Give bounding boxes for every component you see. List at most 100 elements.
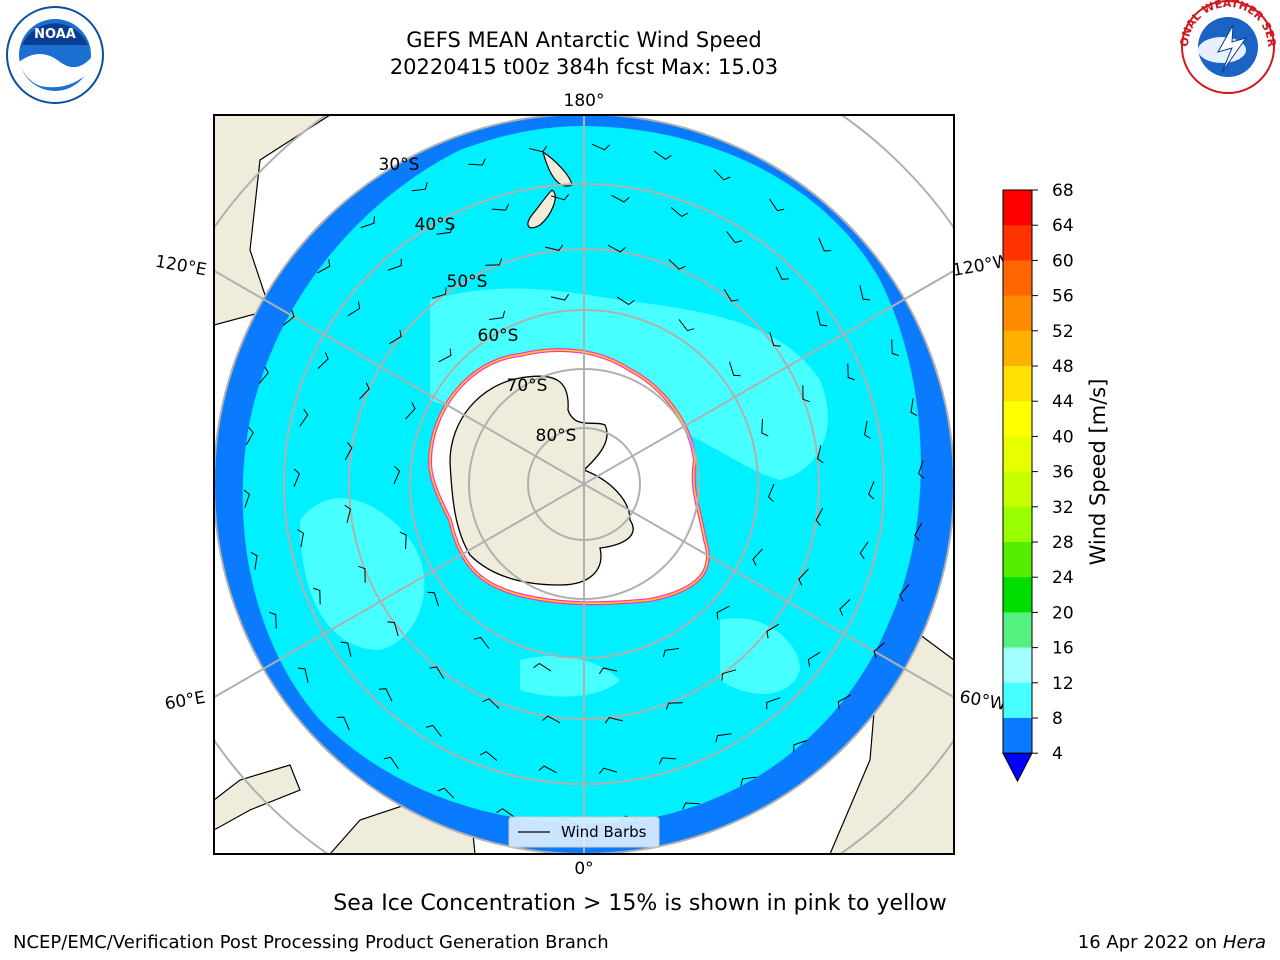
wind-barb xyxy=(598,767,618,775)
noaa-logo-text: NOAA xyxy=(34,27,76,42)
chart-subtitle: 20220415 t00z 384h fcst Max: 15.03 xyxy=(389,55,779,79)
wind-barb xyxy=(604,717,623,724)
lat-label-40s: 40°S xyxy=(415,215,456,235)
wind-barb xyxy=(468,158,486,166)
legend-label: Wind Barbs xyxy=(561,823,647,841)
wind-barb xyxy=(668,259,686,270)
colorbar-tick-label: 56 xyxy=(1052,287,1074,307)
wind-barb xyxy=(726,231,743,244)
wind-barb xyxy=(436,225,453,235)
colorbar-segment xyxy=(1003,190,1032,226)
wind-barb xyxy=(670,207,689,218)
wind-barb xyxy=(752,548,763,566)
colorbar-tick-label: 12 xyxy=(1052,674,1074,694)
colorbar-tick-label: 8 xyxy=(1052,709,1063,729)
wind-barb xyxy=(438,348,452,363)
colorbar-segment xyxy=(1003,260,1032,297)
colorbar: 68 64 60 56 52 48 44 40 36 32 28 24 20 16 12 8 4 xyxy=(1002,181,1074,783)
colorbar-tick-label: 16 xyxy=(1052,639,1074,659)
wind-barb xyxy=(491,203,510,211)
wind-barb xyxy=(358,565,366,583)
wind-barb xyxy=(479,750,498,761)
wind-barb xyxy=(496,808,515,818)
wind-barb xyxy=(542,715,561,724)
wind-barb xyxy=(347,301,361,317)
colorbar-tick-label: 44 xyxy=(1052,392,1074,412)
wind-barb xyxy=(873,642,886,659)
wind-barb xyxy=(258,366,269,384)
wind-barb xyxy=(818,237,832,252)
lon-label-60e: 60°E xyxy=(163,688,207,715)
wind-barb xyxy=(817,445,824,464)
wind-barb xyxy=(653,150,672,160)
colorbar-tick-label: 32 xyxy=(1052,498,1074,518)
colorbar-segment xyxy=(1003,436,1032,473)
wind-barb xyxy=(429,666,445,680)
nws-logo-text: NATIONAL WEATHER SERVICE xyxy=(0,0,1278,48)
colorbar-tick-label: 4 xyxy=(1052,744,1063,764)
wind-barb xyxy=(729,361,741,377)
lon-label-120e: 120°E xyxy=(154,252,208,281)
wind-barb xyxy=(313,587,321,605)
wind-barb xyxy=(344,442,353,461)
credit-date: 16 Apr 2022 on Hera xyxy=(1078,932,1266,953)
colorbar-segment xyxy=(1003,225,1032,261)
lon-label-0: 0° xyxy=(574,859,593,879)
colorbar-extend-arrow xyxy=(1002,752,1033,783)
wind-barb xyxy=(393,465,401,485)
wind-barb xyxy=(317,259,331,274)
lat-label-60s: 60°S xyxy=(478,326,519,346)
sea-ice-note: Sea Ice Concentration > 15% is shown in … xyxy=(333,891,947,916)
nws-logo: NATIONAL WEATHER SERVICE xyxy=(0,0,1278,94)
colorbar-segment xyxy=(1003,612,1032,649)
colorbar-segment xyxy=(1003,682,1032,719)
wind-barb xyxy=(616,296,635,306)
wind-barb xyxy=(662,648,680,658)
wind-barb xyxy=(473,636,490,649)
wind-barb xyxy=(713,169,731,181)
colorbar-tick-label: 60 xyxy=(1052,251,1074,271)
noaa-logo: NOAA xyxy=(6,6,104,104)
wind-barb xyxy=(427,591,439,607)
wind-barb xyxy=(716,605,730,620)
wind-barbs xyxy=(243,143,925,825)
lon-label-120w: 120°W xyxy=(951,251,1012,281)
wind-barb xyxy=(591,143,610,151)
wind-barb xyxy=(437,787,455,799)
colorbar-tick-label: 52 xyxy=(1052,322,1074,342)
wind-barb xyxy=(807,651,821,667)
wind-barb xyxy=(658,757,677,765)
wind-barb xyxy=(533,662,552,672)
wind-barb xyxy=(740,776,757,786)
wind-barb xyxy=(793,739,808,752)
colorbar-segment xyxy=(1003,542,1032,578)
wind-barb xyxy=(297,667,309,683)
lon-label-180: 180° xyxy=(564,91,605,111)
wind-barb xyxy=(682,802,700,810)
wind-barb xyxy=(678,319,695,332)
credit-host: Hera xyxy=(1222,932,1266,953)
wind-barb xyxy=(914,522,923,542)
wind-barb xyxy=(411,182,428,192)
colorbar-segment xyxy=(1003,471,1032,508)
colorbar-tick-label: 28 xyxy=(1052,533,1074,553)
sea-ice-inner-edge xyxy=(429,349,709,605)
colorbar-tick-label: 40 xyxy=(1052,427,1074,447)
new-zealand xyxy=(527,150,573,229)
wind-barb xyxy=(545,244,564,251)
wind-barb xyxy=(378,688,393,702)
wind-barb xyxy=(299,408,309,427)
wind-barb xyxy=(387,621,399,637)
wind-barb xyxy=(918,460,925,479)
wind-barb xyxy=(775,266,790,280)
wind-barb xyxy=(767,483,775,503)
wind-barb xyxy=(802,385,810,403)
colorbar-segment xyxy=(1003,577,1032,613)
colorbar-tick-label: 64 xyxy=(1052,216,1074,236)
wind-barb xyxy=(250,551,258,570)
wind-barb xyxy=(607,244,626,253)
colorbar-segment xyxy=(1003,330,1032,367)
wind-barb xyxy=(715,733,732,743)
wind-barb xyxy=(816,311,828,327)
wind-barb xyxy=(910,398,918,417)
